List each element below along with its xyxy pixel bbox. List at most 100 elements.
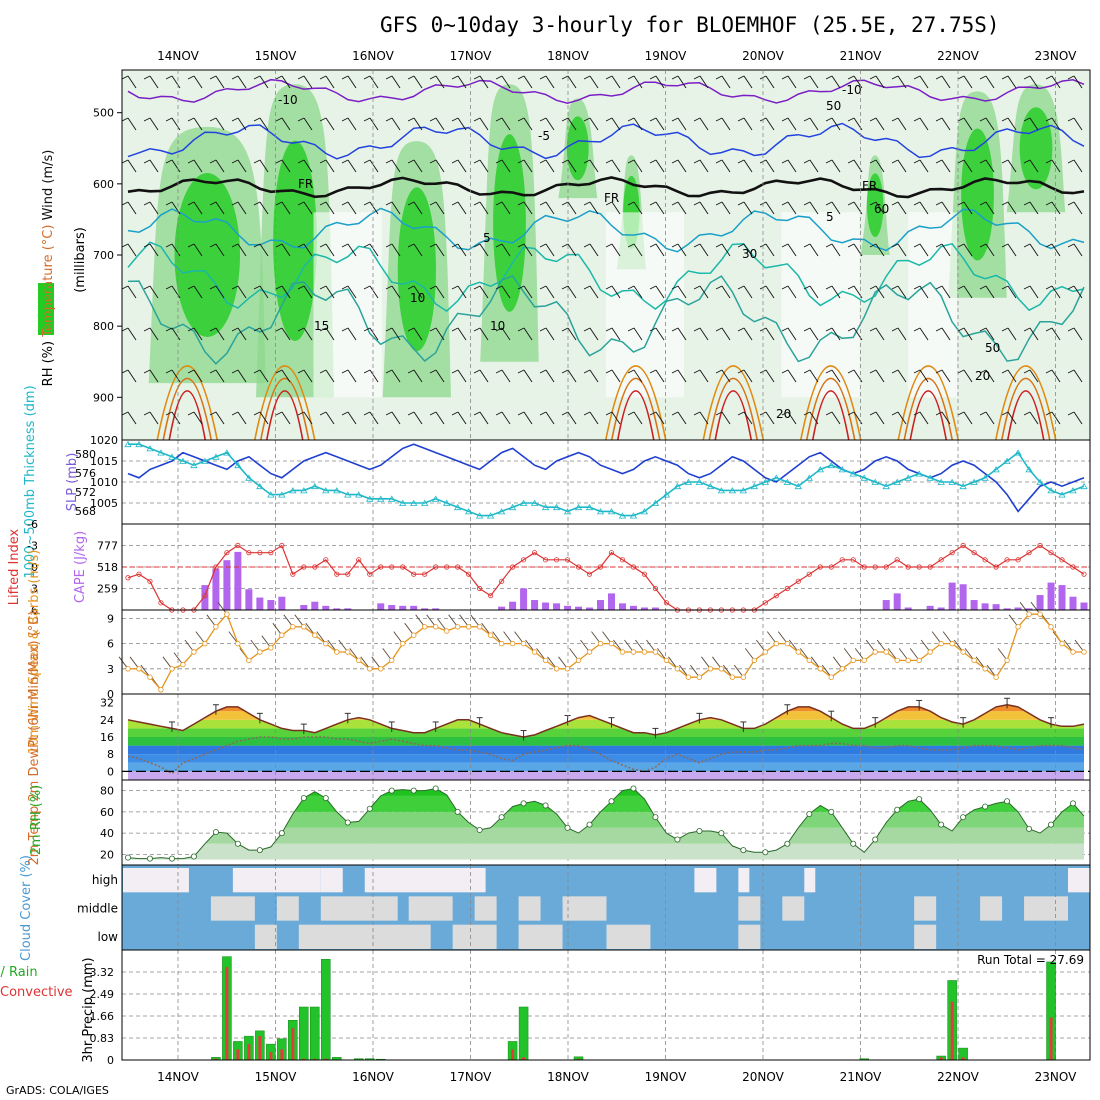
rh-saturated-core xyxy=(1019,107,1053,190)
wind-barb-flag xyxy=(451,159,459,164)
wind-barb-flag xyxy=(1045,117,1053,122)
wind-barb xyxy=(655,411,665,425)
wind-barb xyxy=(413,75,423,89)
wind-barb xyxy=(567,159,577,173)
wind-barb-flag xyxy=(363,369,371,374)
wind-barb-flag xyxy=(143,327,151,332)
cloud-clear-patch xyxy=(123,868,189,893)
cloud-clear-patch xyxy=(804,868,816,893)
thickness-marker xyxy=(168,453,176,460)
wind-barb-flag xyxy=(671,327,679,332)
wind-barb xyxy=(963,75,973,89)
wind-barb xyxy=(765,159,775,173)
thickness-marker xyxy=(651,499,660,506)
wind-speed-marker xyxy=(487,632,494,638)
wind-barb-flag xyxy=(605,369,613,374)
cape-bar xyxy=(1047,582,1055,610)
cape-bar xyxy=(223,560,231,610)
wind-barb-flag xyxy=(561,201,569,206)
wind-barb-flag xyxy=(737,369,745,374)
wind-speed-marker xyxy=(443,628,450,634)
contour-label: -5 xyxy=(538,129,550,143)
wind-barb xyxy=(281,243,291,257)
wind-barb xyxy=(721,159,731,173)
wind-barb xyxy=(809,117,819,131)
wind-barb xyxy=(237,159,247,173)
temp-color-bands xyxy=(128,704,1084,780)
wind-barb xyxy=(963,117,973,131)
wind-barb xyxy=(985,117,995,131)
wind-barb xyxy=(765,243,775,257)
wind-barb-flag xyxy=(517,411,525,416)
wind-barb xyxy=(149,159,159,173)
wind-barb xyxy=(325,159,335,173)
wind-barb xyxy=(523,411,533,425)
wind-barb-flag xyxy=(803,285,811,290)
wind-barb-flag xyxy=(451,117,459,122)
wind-barb-flag xyxy=(341,159,349,164)
wind-barb-flag xyxy=(385,159,393,164)
li-marker xyxy=(301,564,307,570)
wind-barb-flag xyxy=(407,159,415,164)
cape-bar xyxy=(1003,608,1011,610)
cloud-clear-patch xyxy=(364,868,486,893)
wind-barb xyxy=(655,327,665,341)
wind-barb xyxy=(457,327,467,341)
wind-barb xyxy=(809,201,819,215)
top-date-label: 22NOV xyxy=(937,49,979,63)
wind-barb xyxy=(963,285,973,299)
wind-barb-flag xyxy=(869,411,877,416)
wind-barb xyxy=(259,75,269,89)
wind-barb-flag xyxy=(1001,159,1009,164)
bottom-date-label: 23NOV xyxy=(1035,1070,1077,1084)
rh-saturated-core xyxy=(493,134,526,312)
wind-barb xyxy=(237,75,247,89)
wind-barb-flag xyxy=(319,327,327,332)
wind-speed-marker xyxy=(806,657,812,664)
cloud-clear-patch xyxy=(298,924,431,949)
wind-speed-marker xyxy=(421,624,428,630)
wind-barb xyxy=(545,159,555,173)
wind-speed-marker xyxy=(927,649,933,655)
li-marker xyxy=(268,550,274,556)
wind-barb xyxy=(127,369,137,383)
wind-speed-marker xyxy=(597,640,604,647)
thickness-marker xyxy=(805,474,813,481)
thickness-marker xyxy=(684,478,693,485)
wind-barb-flag xyxy=(561,243,569,248)
wind-barb-flag xyxy=(1001,75,1009,80)
wind-barb xyxy=(831,369,841,383)
thickness-marker xyxy=(124,440,132,448)
wind-barb xyxy=(567,117,577,131)
wind-barb-flag xyxy=(891,117,899,122)
li-marker xyxy=(334,571,340,577)
wind-barb-flag xyxy=(495,411,503,416)
wind-barb-flag xyxy=(781,327,789,332)
li-marker xyxy=(784,585,790,592)
temp-band xyxy=(128,771,1084,780)
rh-tick-label: 40 xyxy=(100,827,114,840)
li-marker xyxy=(202,593,208,599)
wind-barb xyxy=(1007,369,1017,383)
wind-barb-flag xyxy=(737,327,745,332)
rh-marker xyxy=(740,847,747,854)
wind-barb-flag xyxy=(737,411,745,416)
wind-barb xyxy=(699,201,709,215)
li-marker xyxy=(960,542,966,549)
wind-barb-flag xyxy=(187,75,195,80)
wind-barb xyxy=(611,411,621,425)
wind-speed-marker xyxy=(619,649,626,655)
warm-isotherm-arc xyxy=(162,377,213,441)
wind-barb-flag xyxy=(869,327,877,332)
temp-axis-label: 2m Temp 2m DewPt (6hr Min/Max) (°C) xyxy=(27,611,42,866)
wind-barb-flag xyxy=(715,327,723,332)
rh-marker xyxy=(894,806,901,813)
wind-barb-flag xyxy=(803,243,811,248)
wind-barb xyxy=(699,159,709,173)
wind-barb-flag xyxy=(121,201,129,206)
contour-label: 10 xyxy=(410,291,425,305)
wind-barb xyxy=(1029,369,1039,383)
y-tick-label: 900 xyxy=(93,391,114,404)
thickness-tick-label: 576 xyxy=(75,467,96,480)
cloud-clear-patch xyxy=(738,868,750,893)
